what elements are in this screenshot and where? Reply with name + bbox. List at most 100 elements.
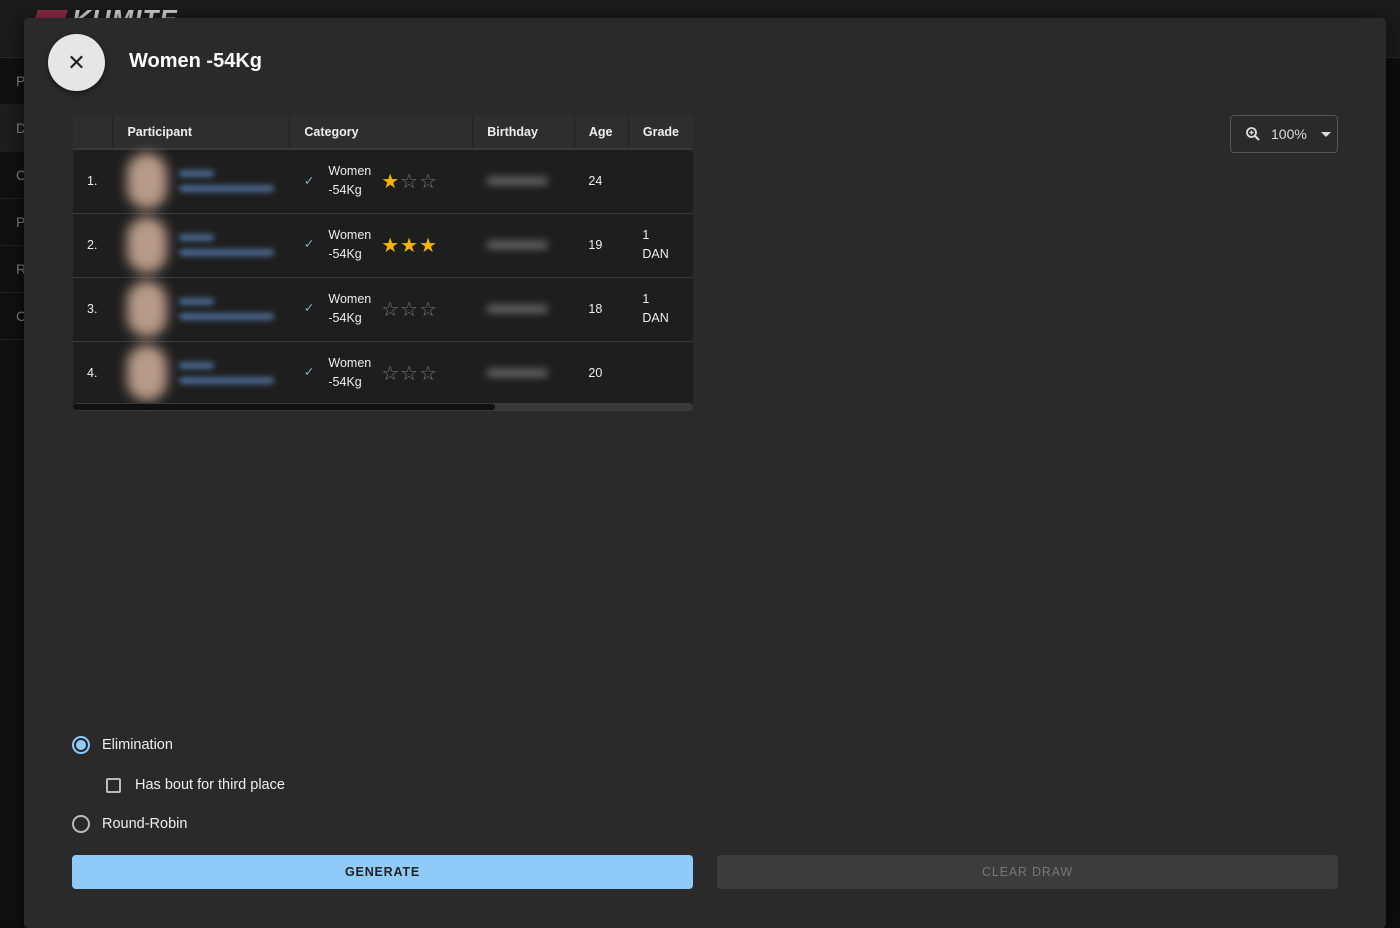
sidebar-item[interactable]: R: [0, 246, 26, 293]
star-filled-icon: ★: [419, 234, 439, 257]
check-icon: ✓: [303, 173, 315, 188]
radio-label: Elimination: [102, 737, 173, 753]
zoom-in-icon: [1246, 127, 1260, 141]
table-row[interactable]: 1. ✓Women -54Kg ★☆☆ 24: [73, 149, 693, 214]
checkbox-label: Has bout for third place: [135, 777, 285, 793]
star-outline-icon: ☆: [400, 362, 420, 385]
sidebar: P D C P R C: [0, 58, 26, 920]
checkbox-icon: [106, 777, 121, 793]
participant-name: [178, 226, 274, 264]
sidebar-item[interactable]: D: [0, 105, 26, 152]
dialog-title: Women -54Kg: [129, 50, 262, 72]
row-index: 1.: [73, 149, 113, 214]
rating-stars: ★☆☆: [381, 169, 438, 194]
participant-cell: [112, 213, 290, 278]
draw-dialog: ✕ Women -54Kg 100% Participant Category …: [24, 18, 1386, 928]
category-weight: -54Kg: [328, 375, 362, 389]
checkbox-third-place[interactable]: Has bout for third place: [106, 777, 285, 793]
star-outline-icon: ☆: [400, 170, 420, 193]
chevron-down-icon: [1320, 131, 1331, 137]
zoom-select[interactable]: 100%: [1230, 115, 1338, 153]
table-row[interactable]: 2. ✓Women -54Kg ★★★ 19 1 DAN: [73, 213, 693, 278]
age-cell: 19: [574, 213, 629, 278]
category-weight: -54Kg: [328, 183, 362, 198]
birthday-cell: [472, 341, 575, 406]
category-weight: -54Kg: [328, 247, 362, 261]
col-age: Age: [573, 115, 629, 150]
avatar: [126, 345, 167, 401]
clear-draw-button[interactable]: CLEAR DRAW: [717, 855, 1338, 889]
star-outline-icon: ☆: [419, 362, 439, 385]
avatar: [126, 217, 167, 273]
row-index: 4.: [73, 341, 113, 406]
star-filled-icon: ★: [381, 234, 401, 257]
rating-stars: ☆☆☆: [381, 361, 438, 386]
star-outline-icon: ☆: [381, 298, 401, 321]
participant-name: [178, 354, 274, 392]
radio-round-robin[interactable]: Round-Robin: [72, 815, 187, 833]
grade-unit: DAN: [642, 311, 669, 325]
col-grade: Grade: [627, 115, 693, 150]
grade-unit: DAN: [642, 247, 669, 261]
grade-cell: 1 DAN: [628, 277, 693, 342]
age-cell: 20: [574, 341, 629, 406]
table-row[interactable]: 4. ✓Women -54Kg ☆☆☆ 20: [73, 341, 693, 406]
category-name: Women: [328, 164, 372, 179]
birthday-cell: [472, 277, 575, 342]
zoom-value: 100%: [1271, 126, 1307, 142]
category-name: Women: [328, 292, 372, 306]
scrollbar-thumb[interactable]: [73, 404, 495, 410]
grade-cell: 1 DAN: [628, 213, 693, 278]
grade-level: 1: [642, 228, 650, 242]
category-weight: -54Kg: [328, 311, 362, 325]
category-cell: ✓Women -54Kg ☆☆☆: [289, 277, 473, 342]
radio-unchecked-icon: [72, 815, 90, 833]
avatar: [126, 153, 167, 210]
participant-name: [178, 162, 274, 200]
check-icon: ✓: [303, 237, 315, 252]
sidebar-item[interactable]: C: [0, 152, 26, 199]
participant-cell: [112, 341, 290, 406]
rating-stars: ★★★: [381, 233, 438, 258]
category-cell: ✓Women -54Kg ★★★: [289, 213, 473, 278]
check-icon: ✓: [303, 365, 315, 380]
row-index: 3.: [73, 277, 113, 342]
participant-name: [178, 290, 274, 328]
avatar: [126, 281, 167, 337]
sidebar-item[interactable]: C: [0, 293, 26, 340]
star-filled-icon: ★: [381, 170, 401, 193]
sidebar-item[interactable]: P: [0, 58, 25, 105]
rating-stars: ☆☆☆: [381, 297, 438, 322]
participant-cell: [112, 149, 290, 214]
star-outline-icon: ☆: [419, 298, 439, 321]
birthday-cell: [472, 149, 575, 214]
close-icon: ✕: [67, 49, 86, 75]
radio-checked-icon: [72, 736, 90, 754]
col-participant: Participant: [112, 115, 290, 150]
check-icon: ✓: [303, 301, 315, 316]
sidebar-item[interactable]: P: [0, 199, 25, 246]
radio-elimination[interactable]: Elimination: [72, 736, 173, 754]
participants-table: Participant Category Birthday Age Grade …: [73, 115, 693, 406]
star-outline-icon: ☆: [381, 362, 401, 385]
category-cell: ✓Women -54Kg ★☆☆: [289, 149, 473, 214]
table-scrollbar[interactable]: [73, 403, 693, 411]
star-filled-icon: ★: [400, 234, 420, 257]
age-cell: 18: [574, 277, 629, 342]
category-cell: ✓Women -54Kg ☆☆☆: [289, 341, 473, 406]
star-outline-icon: ☆: [419, 170, 439, 193]
category-name: Women: [328, 356, 372, 370]
col-category: Category: [289, 115, 473, 150]
row-index: 2.: [73, 213, 113, 278]
grade-cell: [628, 149, 693, 214]
generate-button[interactable]: GENERATE: [72, 855, 693, 889]
category-name: Women: [328, 228, 372, 242]
table-row[interactable]: 3. ✓Women -54Kg ☆☆☆ 18 1 DAN: [73, 277, 693, 342]
radio-label: Round-Robin: [102, 816, 188, 832]
col-index: [73, 115, 113, 150]
participant-cell: [112, 277, 290, 342]
close-button[interactable]: ✕: [48, 34, 105, 91]
star-outline-icon: ☆: [400, 298, 420, 321]
age-cell: 24: [574, 149, 629, 214]
grade-level: 1: [642, 292, 650, 306]
